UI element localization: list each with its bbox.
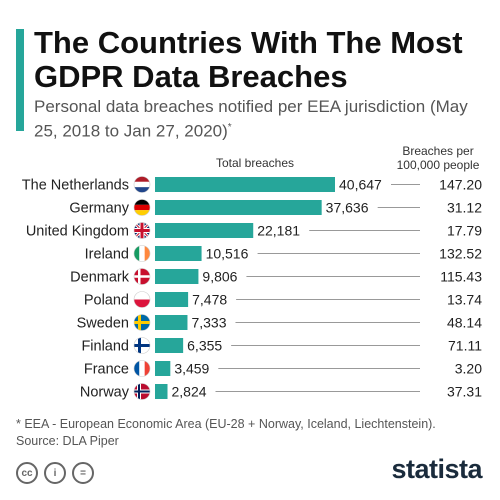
per-capita-label: 3.20 [455,361,482,377]
subtitle-text: Personal data breaches notified per EEA … [34,97,468,141]
value-label: 22,181 [257,223,300,239]
value-label: 3,459 [174,361,209,377]
column-header-total: Total breaches [216,156,294,170]
fr-flag-icon [133,360,151,377]
footnote-text: * EEA - European Economic Area (EU-28 + … [16,417,436,431]
category-label: Poland [84,293,129,309]
value-label: 2,824 [172,384,207,400]
chart-title: The Countries With The Most GDPR Data Br… [34,25,463,94]
nd-icon[interactable]: = [72,462,94,484]
by-icon[interactable]: i [44,462,66,484]
cc-icon[interactable]: cc [16,462,38,484]
bar [155,246,202,261]
bar [155,200,322,215]
category-label: France [84,362,129,378]
column-header-per-capita-line2: 100,000 people [397,158,480,172]
de-flag-icon [133,199,151,216]
source-text: Source: DLA Piper [16,434,119,448]
per-capita-label: 13.74 [447,292,482,308]
per-capita-label: 17.79 [447,223,482,239]
value-label: 9,806 [202,269,237,285]
bar [155,315,188,330]
dk-flag-icon [133,268,151,285]
se-flag-icon [133,314,151,331]
category-label: Ireland [85,247,129,263]
per-capita-label: 115.43 [440,269,482,285]
bar-rows: The Netherlands 40,647 147.20 Germany 37,636… [22,176,482,401]
bar [155,361,171,376]
bar-row: Germany 37,636 31.12 [69,199,482,217]
bar [155,177,335,192]
value-label: 7,333 [191,315,226,331]
bar [155,292,189,307]
value-label: 7,478 [192,292,227,308]
chart-subtitle: Personal data breaches notified per EEA … [34,96,484,142]
per-capita-label: 31.12 [447,200,482,216]
category-label: Germany [69,201,129,217]
bar [155,338,184,353]
nl-flag-icon [133,176,151,193]
category-label: Sweden [77,316,129,332]
license-icons: cc i = [16,462,94,484]
bar-row: Norway 2,824 37.31 [80,383,482,401]
bar-row: Denmark 9,806 115.43 [70,268,482,286]
column-header-per-capita-line1: Breaches per [402,144,473,158]
bar-row: United Kingdom 22,181 17.79 [26,222,482,240]
category-label: Finland [81,339,129,355]
no-flag-icon [133,383,151,400]
per-capita-label: 37.31 [447,384,482,400]
per-capita-label: 132.52 [439,246,482,262]
footnote: * EEA - European Economic Area (EU-28 + … [16,416,486,450]
fi-flag-icon [133,337,151,354]
bar [155,384,168,399]
bar-row: Finland 6,355 71.11 [81,337,482,355]
subtitle-footnote-mark: * [227,122,232,133]
per-capita-label: 48.14 [447,315,482,331]
category-label: Norway [80,385,130,401]
bar [155,269,199,284]
category-label: United Kingdom [26,224,129,240]
value-label: 37,636 [326,200,369,216]
pl-flag-icon [133,291,151,308]
value-label: 6,355 [187,338,222,354]
value-label: 10,516 [206,246,249,262]
bar-row: Poland 7,478 13.74 [84,291,482,309]
bar-row: Ireland 10,516 132.52 [85,245,482,263]
gb-flag-icon [133,222,151,239]
title-accent-bar [16,29,24,131]
ie-flag-icon [133,245,151,262]
value-label: 40,647 [339,177,382,193]
bar-row: France 3,459 3.20 [84,360,482,378]
per-capita-label: 71.11 [448,338,482,354]
per-capita-label: 147.20 [439,177,482,193]
category-label: Denmark [70,270,130,286]
bar-row: Sweden 7,333 48.14 [77,314,482,332]
bar [155,223,254,238]
statista-logo[interactable]: statista [391,454,482,484]
bar-row: The Netherlands 40,647 147.20 [22,176,482,194]
category-label: The Netherlands [22,178,129,194]
